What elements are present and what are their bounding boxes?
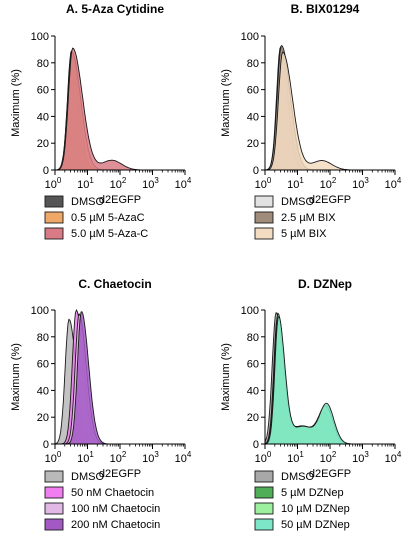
chart-title: A. 5-Aza Cytidine bbox=[66, 2, 164, 16]
chart-panel: D. DZNep Maximum (%) d2EGFP 0 20 40 60 80 100 100… bbox=[220, 277, 402, 531]
y-tick-label: 80 bbox=[37, 58, 49, 70]
legend-label: 5 µM DZNep bbox=[281, 487, 344, 499]
x-tick-label: 101 bbox=[77, 176, 94, 191]
legend-swatch bbox=[254, 227, 274, 240]
legend-swatch bbox=[44, 486, 64, 499]
y-axis-label: Maximum (%) bbox=[220, 69, 232, 137]
x-axis-label: d2EGFP bbox=[99, 468, 141, 480]
y-tick-label: 0 bbox=[43, 165, 49, 177]
y-tick-label: 60 bbox=[247, 359, 259, 371]
x-tick-label: 102 bbox=[110, 176, 127, 191]
x-tick-label: 100 bbox=[45, 450, 62, 465]
legend-label: 5 µM BIX bbox=[281, 228, 327, 240]
legend-label: 10 µM DZNep bbox=[281, 503, 350, 515]
x-tick-label: 104 bbox=[385, 176, 402, 191]
legend-swatch bbox=[44, 211, 64, 224]
y-tick-label: 60 bbox=[37, 359, 49, 371]
y-axis-label: Maximum (%) bbox=[220, 343, 232, 411]
y-axis-label: Maximum (%) bbox=[10, 69, 22, 137]
y-tick-label: 40 bbox=[37, 111, 49, 123]
legend-swatch bbox=[254, 470, 274, 483]
y-tick-label: 20 bbox=[37, 138, 49, 150]
legend-swatch bbox=[44, 518, 64, 531]
legend-swatch bbox=[254, 518, 274, 531]
x-tick-label: 102 bbox=[320, 176, 337, 191]
x-tick-label: 104 bbox=[175, 450, 192, 465]
y-tick-label: 0 bbox=[253, 439, 259, 451]
y-tick-label: 100 bbox=[241, 305, 259, 317]
y-tick-label: 20 bbox=[247, 138, 259, 150]
legend-swatch bbox=[254, 195, 274, 208]
chart-panel: A. 5-Aza Cytidine Maximum (%) d2EGFP 0 20 40 6… bbox=[10, 2, 192, 240]
y-tick-label: 0 bbox=[253, 165, 259, 177]
y-tick-label: 100 bbox=[31, 305, 49, 317]
x-tick-label: 104 bbox=[175, 176, 192, 191]
y-tick-label: 20 bbox=[247, 412, 259, 424]
y-tick-label: 80 bbox=[247, 58, 259, 70]
y-tick-label: 80 bbox=[37, 332, 49, 344]
chart-panel: C. Chaetocin Maximum (%) d2EGFP 0 20 40 60 80 10… bbox=[10, 277, 192, 531]
chart-panel: B. BIX01294 Maximum (%) d2EGFP 0 20 40 60 80 100… bbox=[220, 2, 402, 240]
y-tick-label: 60 bbox=[37, 85, 49, 97]
x-tick-label: 104 bbox=[385, 450, 402, 465]
y-tick-label: 20 bbox=[37, 412, 49, 424]
legend-label: 0.5 µM 5-AzaC bbox=[71, 212, 145, 224]
x-axis-label: d2EGFP bbox=[309, 468, 351, 480]
series-histogram bbox=[55, 47, 185, 171]
x-tick-label: 100 bbox=[45, 176, 62, 191]
x-tick-label: 102 bbox=[110, 450, 127, 465]
y-tick-label: 100 bbox=[31, 31, 49, 43]
x-tick-label: 101 bbox=[287, 176, 304, 191]
legend-swatch bbox=[254, 211, 274, 224]
chart-title: B. BIX01294 bbox=[291, 2, 360, 16]
y-tick-label: 80 bbox=[247, 332, 259, 344]
x-tick-label: 103 bbox=[352, 450, 369, 465]
legend-label: DMSO bbox=[71, 471, 104, 483]
legend-swatch bbox=[44, 470, 64, 483]
y-tick-label: 0 bbox=[43, 439, 49, 451]
y-tick-label: 100 bbox=[241, 31, 259, 43]
series-histogram bbox=[264, 315, 395, 445]
legend-swatch bbox=[254, 502, 274, 515]
chart-title: C. Chaetocin bbox=[78, 277, 151, 291]
legend-label: 5.0 µM 5-Aza-C bbox=[71, 228, 148, 240]
series-histogram bbox=[265, 51, 395, 171]
y-tick-label: 40 bbox=[247, 385, 259, 397]
chart-title: D. DZNep bbox=[298, 277, 352, 291]
x-tick-label: 103 bbox=[352, 176, 369, 191]
y-axis-label: Maximum (%) bbox=[10, 343, 22, 411]
legend-label: DMSO bbox=[281, 471, 314, 483]
legend-label: 50 µM DZNep bbox=[281, 519, 350, 531]
legend-label: 50 nM Chaetocin bbox=[71, 487, 154, 499]
x-tick-label: 101 bbox=[287, 450, 304, 465]
legend-label: DMSO bbox=[281, 196, 314, 208]
y-tick-label: 60 bbox=[247, 85, 259, 97]
legend-label: DMSO bbox=[71, 196, 104, 208]
x-tick-label: 100 bbox=[255, 450, 272, 465]
x-tick-label: 103 bbox=[142, 176, 159, 191]
y-tick-label: 40 bbox=[247, 111, 259, 123]
x-axis-label: d2EGFP bbox=[99, 194, 141, 206]
legend-swatch bbox=[44, 195, 64, 208]
legend-label: 100 nM Chaetocin bbox=[71, 503, 160, 515]
x-tick-label: 103 bbox=[142, 450, 159, 465]
x-axis-label: d2EGFP bbox=[309, 194, 351, 206]
legend-swatch bbox=[44, 502, 64, 515]
legend-label: 2.5 µM BIX bbox=[281, 212, 336, 224]
y-tick-label: 40 bbox=[37, 385, 49, 397]
legend-swatch bbox=[44, 227, 64, 240]
legend-swatch bbox=[254, 486, 274, 499]
x-tick-label: 100 bbox=[255, 176, 272, 191]
x-tick-label: 102 bbox=[320, 450, 337, 465]
x-tick-label: 101 bbox=[77, 450, 94, 465]
legend-label: 200 nM Chaetocin bbox=[71, 519, 160, 531]
